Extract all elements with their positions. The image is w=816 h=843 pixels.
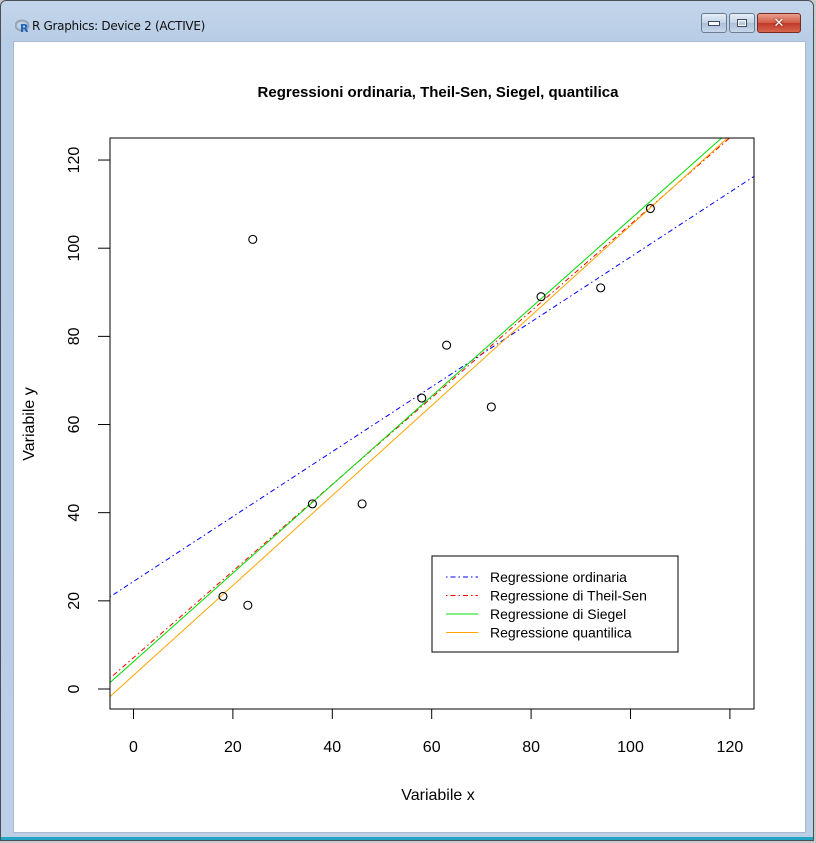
y-tick-label: 60	[66, 416, 83, 434]
minimize-icon	[708, 20, 720, 26]
data-point	[218, 591, 228, 601]
x-tick-label: 0	[129, 739, 138, 756]
regression-line	[110, 138, 723, 684]
x-tick-label: 20	[224, 739, 242, 756]
data-point	[596, 283, 606, 293]
x-tick-label: 40	[323, 739, 341, 756]
graphics-device-canvas	[13, 41, 806, 833]
y-tick-label: 20	[66, 592, 83, 610]
x-tick-label: 100	[617, 739, 644, 756]
data-point	[645, 203, 655, 214]
title-bar[interactable]: R R Graphics: Device 2 (ACTIVE) ✕	[1, 1, 813, 41]
data-point	[417, 393, 427, 403]
legend-label: Regressione di Theil-Sen	[490, 588, 647, 604]
regression-lines	[110, 138, 754, 698]
y-axis-label: Variabile y	[21, 387, 38, 461]
y-axis: 0 20 40 60 80 100 120	[66, 147, 110, 693]
x-tick-label: 120	[717, 739, 744, 756]
y-tick-label: 40	[66, 504, 83, 522]
regression-line	[110, 138, 731, 679]
x-axis-label: Variabile x	[401, 787, 475, 804]
data-point	[248, 234, 258, 244]
legend: Regressione ordinaria Regressione di Thei…	[431, 555, 679, 653]
legend-label: Regressione quantilica	[490, 625, 632, 641]
maximize-button[interactable]	[729, 13, 755, 33]
close-button[interactable]: ✕	[757, 13, 801, 33]
x-tick-label: 60	[423, 739, 441, 756]
data-point	[442, 340, 452, 350]
legend-label: Regressione ordinaria	[490, 569, 627, 585]
y-tick-label: 0	[66, 684, 83, 693]
svg-text:R: R	[20, 22, 29, 33]
data-point	[486, 402, 496, 412]
y-tick-label: 80	[66, 327, 83, 345]
data-points	[218, 203, 655, 610]
data-point	[243, 600, 253, 610]
regression-line	[110, 176, 754, 598]
data-point	[357, 499, 367, 509]
x-tick-label: 80	[522, 739, 540, 756]
regression-line	[110, 138, 729, 698]
maximize-icon	[737, 19, 747, 27]
window-title: R Graphics: Device 2 (ACTIVE)	[32, 19, 206, 33]
close-icon: ✕	[773, 15, 785, 31]
legend-box	[431, 555, 679, 653]
r-logo-icon: R	[15, 19, 30, 33]
y-tick-label: 120	[66, 147, 83, 174]
legend-label: Regressione di Siegel	[490, 606, 626, 622]
y-tick-label: 100	[66, 235, 83, 262]
data-point	[536, 292, 546, 302]
minimize-button[interactable]	[701, 13, 727, 33]
x-axis: 0 20 40 60 80 100 120	[129, 708, 744, 756]
chart-title: Regressioni ordinaria, Theil-Sen, Siegel…	[258, 84, 620, 101]
data-point	[307, 499, 317, 509]
window-bottom-border	[1, 837, 813, 840]
